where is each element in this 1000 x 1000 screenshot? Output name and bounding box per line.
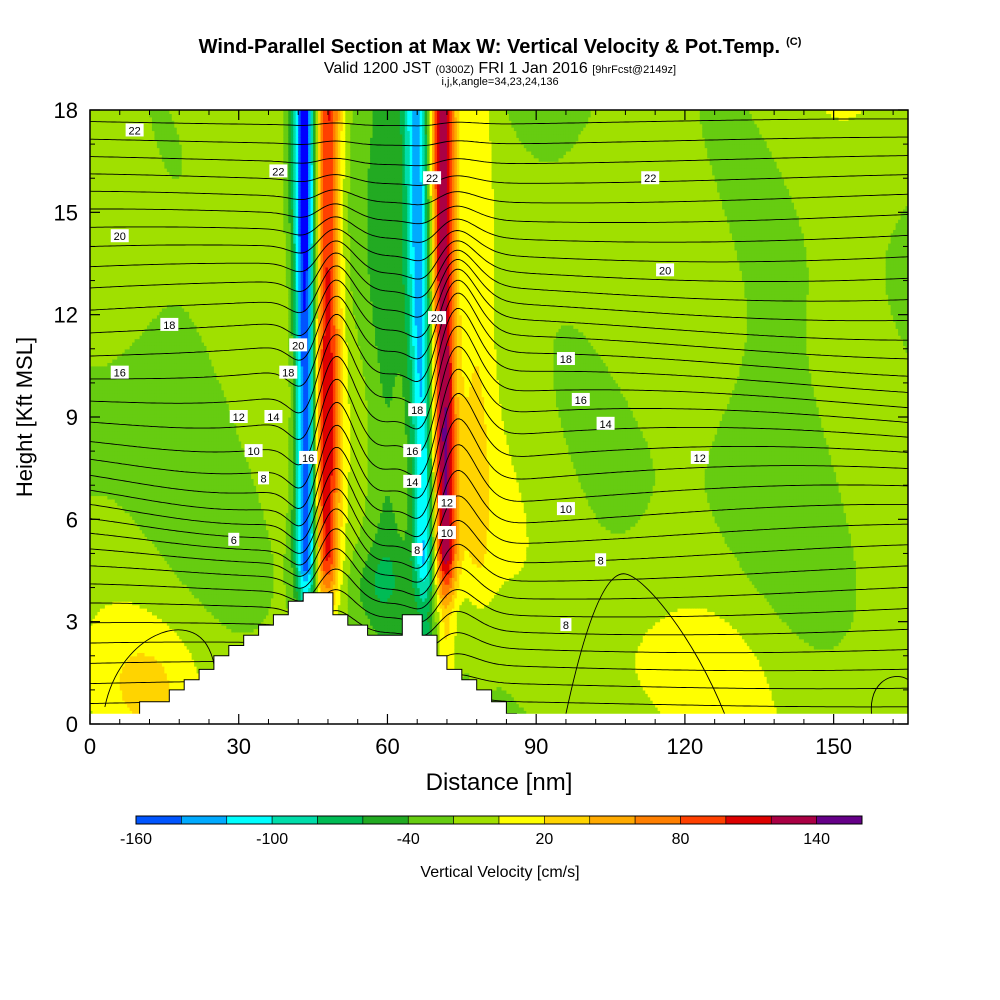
vertical-velocity-field bbox=[90, 107, 909, 725]
figure-page: Wind-Parallel Section at Max W: Vertical… bbox=[0, 0, 1000, 1000]
cross-section-chart: 222222 2220202020181818181616161614141412… bbox=[0, 0, 1000, 1000]
